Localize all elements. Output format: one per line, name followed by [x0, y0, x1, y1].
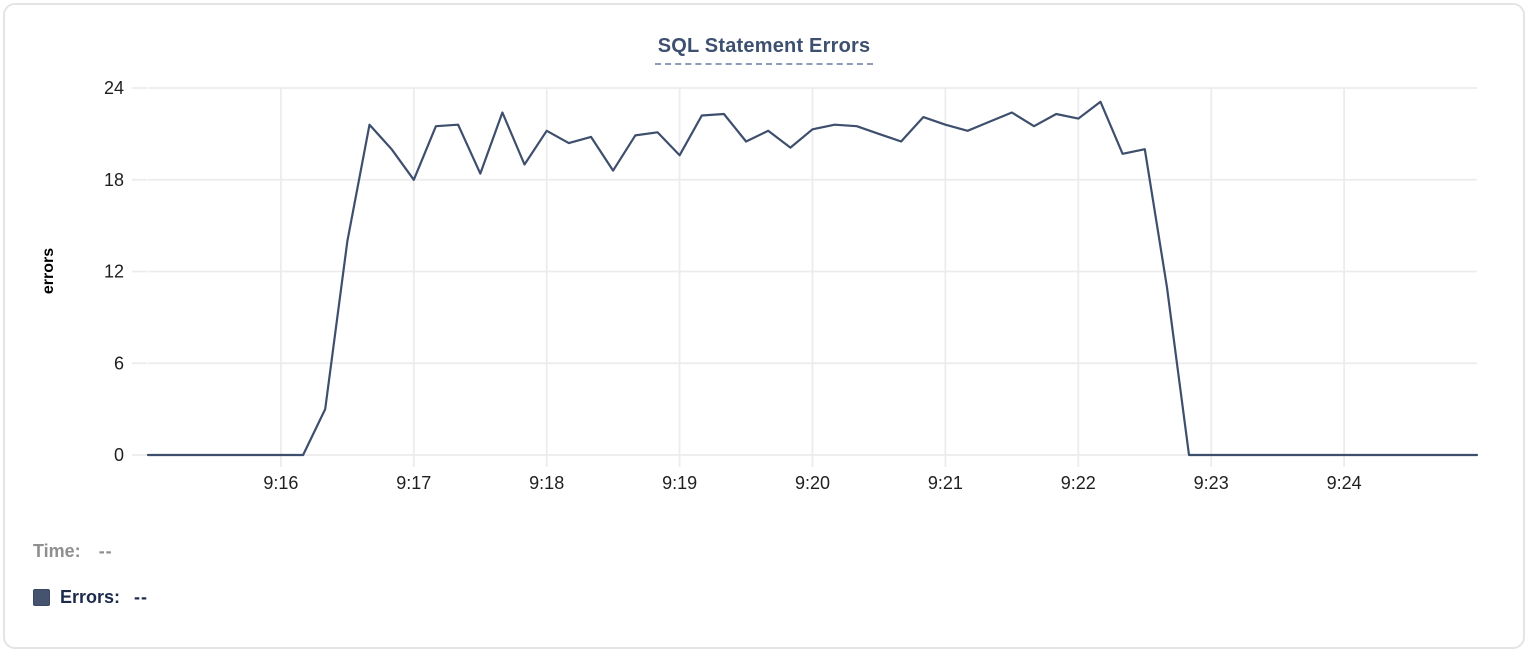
x-tick-label: 9:18 — [529, 473, 564, 493]
chart-card: SQL Statement Errors 0 6 12 18 24 9:16 9:17 9:1… — [3, 3, 1525, 649]
errors-value: -- — [134, 587, 149, 607]
legend-errors-row: Errors: -- — [33, 587, 148, 608]
y-tick-label: 0 — [114, 445, 124, 465]
chart-header: SQL Statement Errors — [5, 35, 1523, 65]
y-tick-label: 12 — [104, 262, 124, 282]
errors-label: Errors: — [60, 587, 121, 607]
errors-series-swatch — [33, 589, 50, 606]
y-tick-label: 24 — [104, 78, 124, 98]
x-tick-label: 9:24 — [1327, 473, 1362, 493]
time-value: -- — [98, 541, 113, 561]
time-label: Time: — [33, 541, 81, 561]
x-tick-label: 9:23 — [1194, 473, 1229, 493]
tooltip-time-row: Time: -- — [33, 541, 113, 562]
y-tick-label: 6 — [114, 353, 124, 373]
x-tick-label: 9:19 — [662, 473, 697, 493]
x-tick-label: 9:20 — [795, 473, 830, 493]
chart-title[interactable]: SQL Statement Errors — [654, 35, 874, 65]
y-axis-label: errors — [40, 248, 57, 294]
errors-series-line — [146, 100, 1479, 457]
x-tick-label: 9:22 — [1061, 473, 1096, 493]
x-tick-label: 9:21 — [928, 473, 963, 493]
line-chart[interactable]: 0 6 12 18 24 9:16 9:17 9:18 9:19 9:20 9:21 9:22 9:23… — [5, 5, 1528, 515]
y-tick-label: 18 — [104, 170, 124, 190]
x-tick-label: 9:16 — [263, 473, 298, 493]
x-tick-label: 9:17 — [396, 473, 431, 493]
